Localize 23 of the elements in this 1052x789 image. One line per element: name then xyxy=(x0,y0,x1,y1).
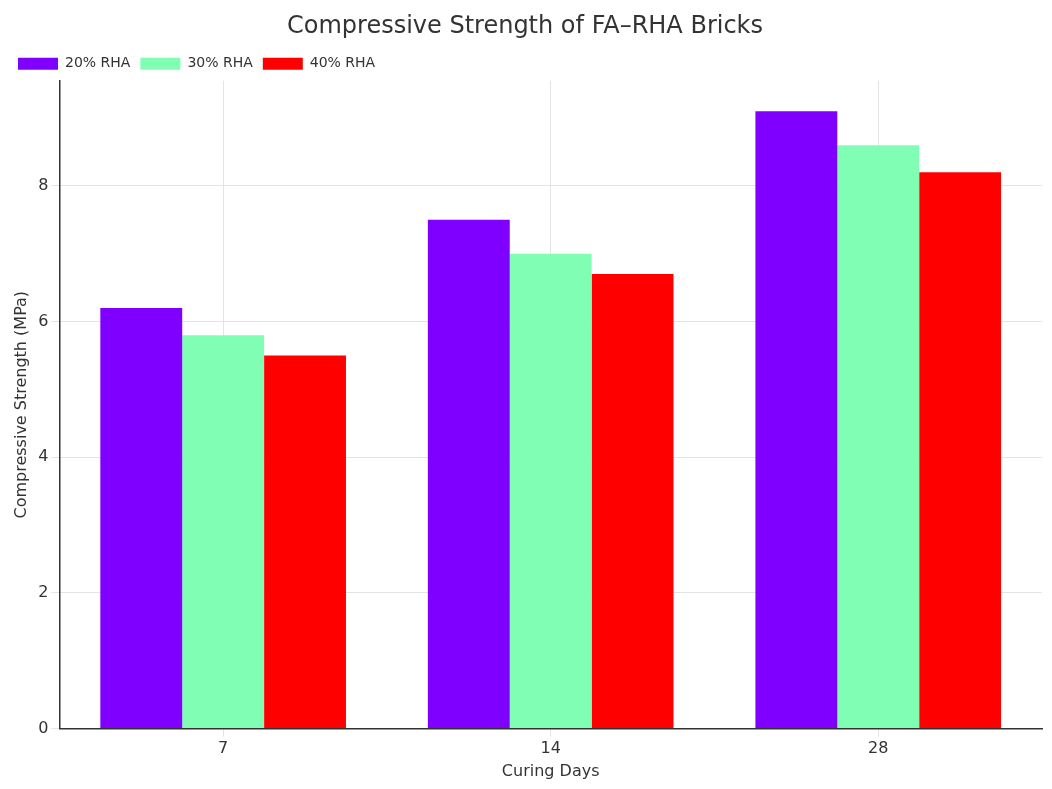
bar xyxy=(509,253,592,729)
y-tick-label: 4 xyxy=(38,446,49,466)
bar xyxy=(837,145,920,729)
bar xyxy=(755,111,838,729)
y-tick-label: 6 xyxy=(38,310,49,330)
bar xyxy=(427,219,510,729)
bar xyxy=(182,335,265,729)
y-axis-title: Compressive Strength (MPa) xyxy=(10,290,30,519)
legend-label: 40% RHA xyxy=(309,54,376,71)
x-tick-label: 14 xyxy=(540,738,561,758)
legend-label: 20% RHA xyxy=(65,54,131,71)
bar xyxy=(591,274,674,729)
legend-label: 30% RHA xyxy=(187,54,254,71)
y-tick-label: 2 xyxy=(38,582,49,602)
y-tick-label: 0 xyxy=(38,717,49,737)
bar xyxy=(919,172,1002,729)
y-tick-label: 8 xyxy=(38,175,49,195)
x-tick-label: 7 xyxy=(218,738,229,758)
bar xyxy=(100,308,183,729)
x-tick-label: 28 xyxy=(868,738,889,758)
x-axis-title: Curing Days xyxy=(501,760,600,780)
chart-title: Compressive Strength of FA–RHA Bricks xyxy=(286,10,764,39)
bar xyxy=(264,355,346,729)
